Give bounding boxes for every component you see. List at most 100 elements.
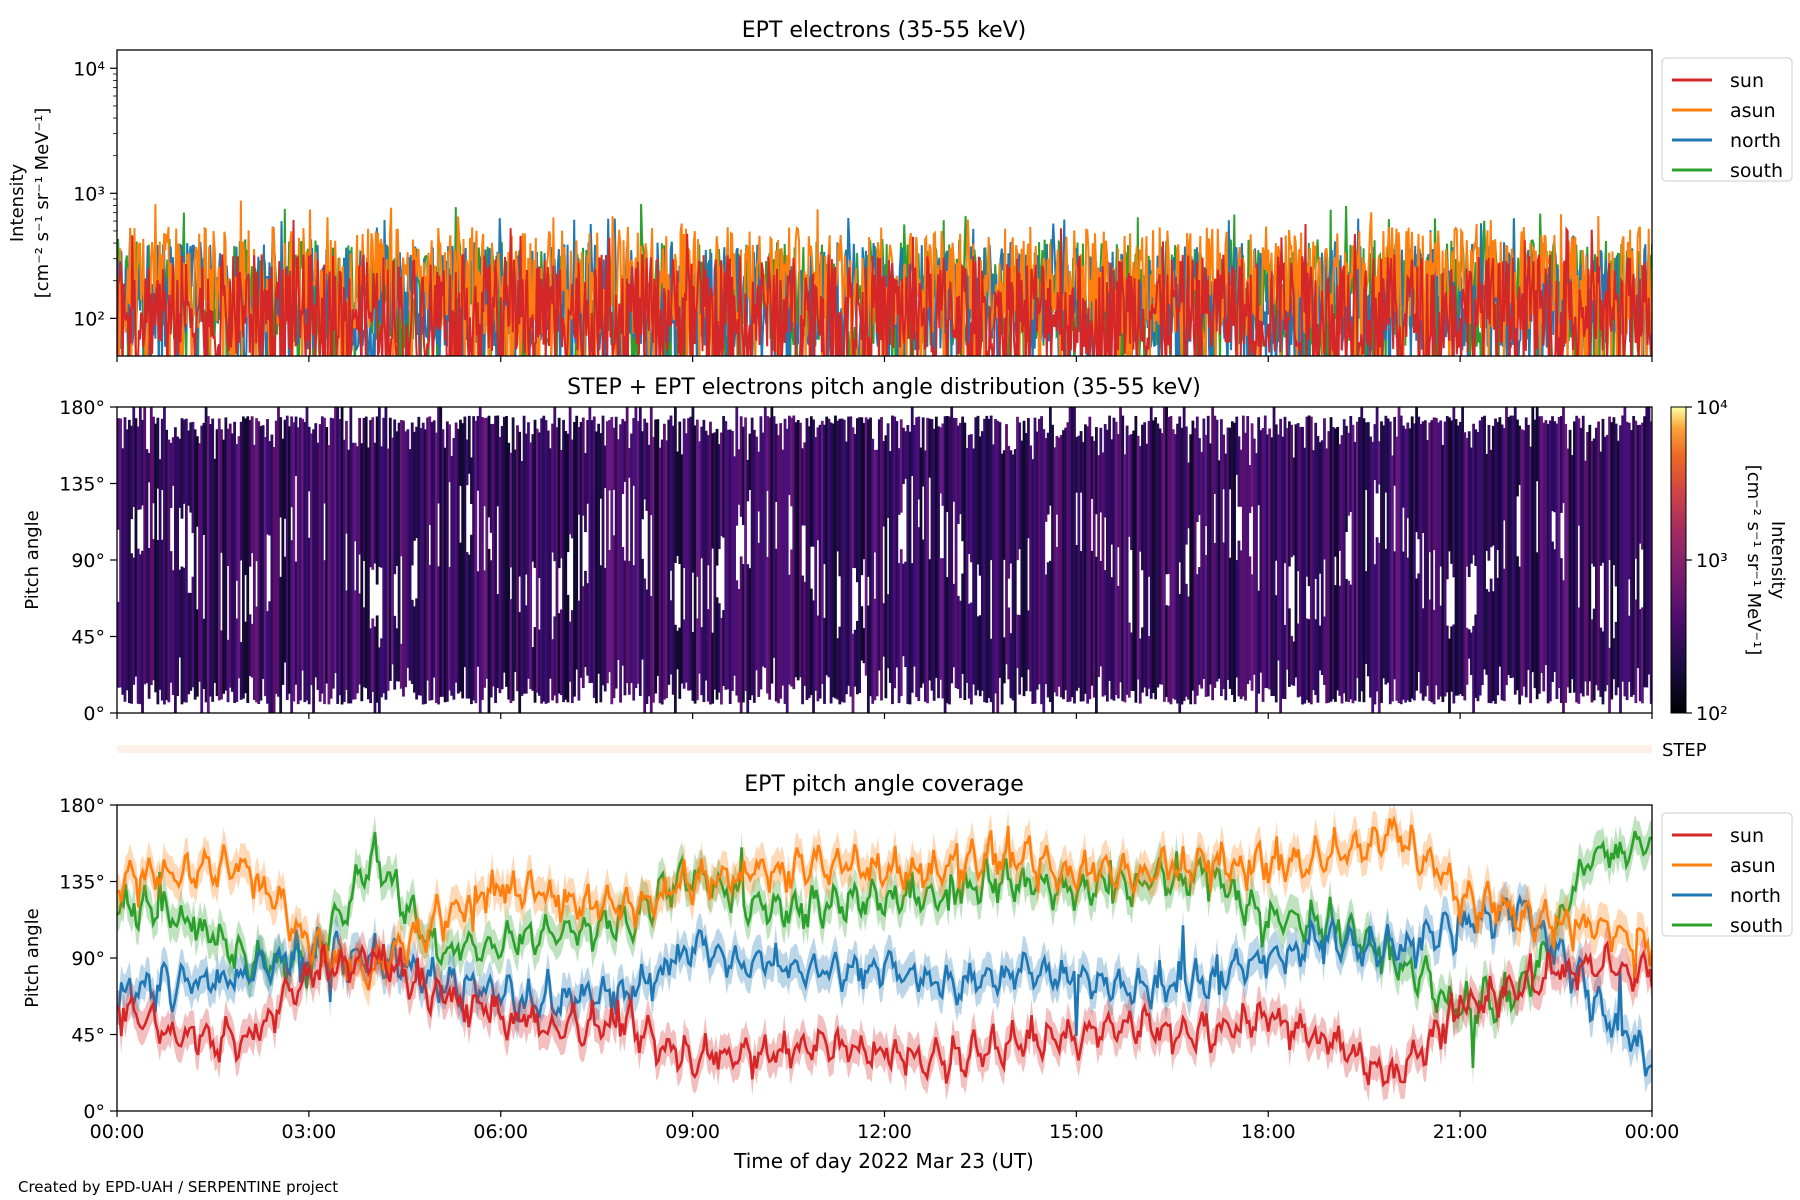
heatmap-cell bbox=[950, 407, 954, 684]
heatmap-cell bbox=[998, 422, 1002, 678]
heatmap-cell bbox=[1483, 415, 1486, 670]
heatmap-cell bbox=[1138, 638, 1142, 704]
heatmap-cell bbox=[1022, 420, 1026, 697]
panel1-xticks bbox=[116, 356, 1653, 362]
heatmap-cell bbox=[356, 446, 359, 694]
heatmap-cell bbox=[1415, 578, 1418, 691]
heatmap-cell bbox=[581, 417, 585, 516]
heatmap-cell bbox=[307, 537, 311, 705]
heatmap-cell bbox=[695, 419, 699, 577]
heatmap-cell bbox=[875, 449, 879, 697]
heatmap-cell bbox=[125, 429, 129, 691]
heatmap-cell bbox=[132, 407, 136, 508]
heatmap-cell bbox=[781, 449, 785, 686]
heatmap-cell bbox=[899, 549, 903, 697]
heatmap-cell bbox=[312, 429, 315, 713]
heatmap-cell bbox=[1522, 430, 1526, 687]
heatmap-cell bbox=[1090, 550, 1094, 686]
heatmap-cell bbox=[1079, 431, 1083, 493]
heatmap-cell bbox=[632, 418, 636, 486]
heatmap-cell bbox=[702, 419, 706, 703]
heatmap-cell bbox=[1487, 591, 1491, 704]
heatmap-cell bbox=[735, 580, 739, 696]
heatmap-cell bbox=[178, 569, 182, 658]
heatmap-cell bbox=[746, 564, 750, 713]
heatmap-cell bbox=[899, 419, 903, 513]
heatmap-cell bbox=[643, 418, 647, 500]
heatmap-cell bbox=[342, 439, 346, 703]
heatmap-cell bbox=[244, 418, 247, 576]
heatmap-cell bbox=[586, 583, 590, 676]
heatmap-cell bbox=[910, 563, 914, 693]
heatmap-cell bbox=[687, 418, 690, 691]
heatmap-cell bbox=[1487, 424, 1491, 561]
heatmap-cell bbox=[1274, 595, 1278, 703]
heatmap-cell bbox=[630, 433, 633, 683]
heatmap-cell bbox=[1454, 418, 1458, 696]
heatmap-cell bbox=[222, 439, 226, 694]
heatmap-cell bbox=[505, 415, 508, 687]
heatmap-cell bbox=[1496, 577, 1500, 696]
heatmap-cell bbox=[393, 419, 397, 575]
heatmap-cell bbox=[502, 416, 506, 673]
heatmap-cell bbox=[1257, 590, 1261, 694]
heatmap-cell bbox=[338, 419, 342, 696]
heatmap-cell bbox=[1472, 625, 1475, 713]
heatmap-cell bbox=[1461, 407, 1465, 697]
heatmap-cell bbox=[641, 431, 644, 520]
heatmap-cell bbox=[1314, 619, 1318, 696]
heatmap-cell bbox=[1226, 427, 1230, 680]
heatmap-cell bbox=[171, 570, 175, 696]
heatmap-cell bbox=[970, 602, 973, 705]
heatmap-cell bbox=[1329, 417, 1333, 702]
heatmap-cell bbox=[1250, 574, 1254, 691]
heatmap-cell bbox=[1084, 424, 1087, 694]
heatmap-cell bbox=[351, 442, 355, 700]
heatmap-cell bbox=[518, 431, 522, 577]
heatmap-cell bbox=[1009, 633, 1013, 699]
heatmap-cell bbox=[195, 609, 199, 697]
heatmap-cell bbox=[1048, 560, 1052, 703]
coverage-line-asun bbox=[117, 814, 1652, 991]
heatmap-cell bbox=[483, 570, 486, 688]
heatmap-cell bbox=[941, 558, 945, 699]
heatmap-cell bbox=[967, 434, 971, 555]
heatmap-cell bbox=[1213, 415, 1217, 494]
heatmap-cell bbox=[1290, 635, 1293, 685]
heatmap-cell bbox=[1173, 434, 1177, 700]
heatmap-cell bbox=[1081, 441, 1085, 702]
coverage-line-south bbox=[117, 830, 1652, 1069]
heatmap-cell bbox=[1123, 454, 1127, 703]
heatmap-cell bbox=[1342, 419, 1346, 694]
heatmap-cell bbox=[858, 417, 861, 693]
heatmap-cell bbox=[1290, 424, 1293, 558]
heatmap-cell bbox=[921, 417, 925, 487]
panel1-ylabel-line1: Intensity bbox=[7, 163, 28, 242]
heatmap-cell bbox=[557, 417, 561, 569]
heatmap-cell bbox=[847, 416, 851, 686]
heatmap-cell bbox=[1645, 407, 1649, 688]
heatmap-cell bbox=[1500, 424, 1504, 701]
heatmap-cell bbox=[970, 434, 973, 563]
heatmap-cell bbox=[1125, 425, 1129, 695]
heatmap-cell bbox=[248, 614, 252, 677]
heatmap-cell bbox=[671, 425, 675, 695]
heatmap-cell bbox=[145, 449, 149, 684]
heatmap-cell bbox=[1402, 425, 1405, 508]
heatmap-cell bbox=[1116, 585, 1120, 699]
heatmap-cell bbox=[268, 601, 272, 713]
heatmap-cell bbox=[577, 427, 581, 515]
heatmap-cell bbox=[709, 421, 712, 705]
heatmap-cell bbox=[1298, 427, 1302, 697]
heatmap-cell bbox=[226, 428, 230, 566]
heatmap-cell bbox=[928, 418, 932, 478]
heatmap-cell bbox=[1355, 421, 1359, 679]
heatmap-cell bbox=[728, 429, 732, 704]
heatmap-cell bbox=[518, 612, 522, 713]
heatmap-cell bbox=[961, 416, 965, 542]
heatmap-cell bbox=[261, 425, 265, 679]
heatmap-cell bbox=[1220, 419, 1223, 697]
heatmap-cell bbox=[766, 415, 769, 491]
heatmap-cell bbox=[441, 429, 445, 697]
heatmap-cell bbox=[1055, 546, 1059, 697]
